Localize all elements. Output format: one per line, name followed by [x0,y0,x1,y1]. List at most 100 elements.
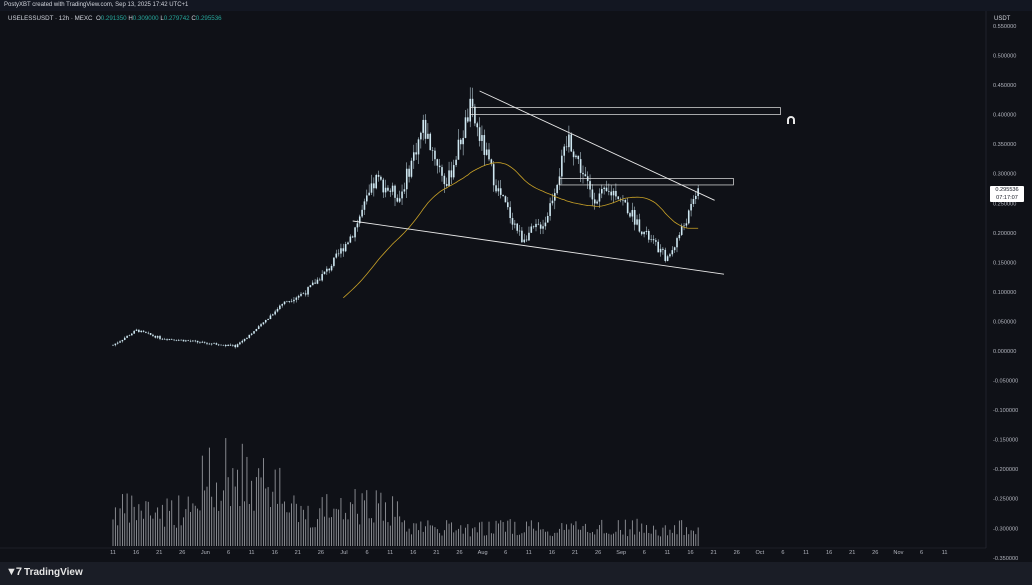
candle-body [403,189,406,192]
candle-body [241,340,244,343]
price-zone-box[interactable] [559,178,734,186]
candle-body [584,174,587,177]
candle-body [236,344,239,348]
volume-bar [267,487,269,546]
candle-body [257,326,260,329]
candle-body [145,331,147,333]
candle-body [657,241,659,253]
tradingview-brand[interactable]: ▼7 TradingView [6,566,83,578]
lower-trendline[interactable] [352,220,725,275]
volume-bar [396,501,398,546]
volume-bar [566,524,567,546]
volume-bar [122,494,123,546]
volume-bar [380,492,382,546]
volume-bar [164,526,166,546]
candle-body [185,340,187,342]
time-tick-label: 21 [295,550,301,556]
candle-body [189,340,192,342]
moving-average-line[interactable] [343,162,699,299]
volume-bar [443,530,445,546]
volume-bar [166,498,168,546]
price-zone-box[interactable] [469,107,781,115]
volume-bar [138,504,140,546]
volume-bar [690,530,692,546]
magnet-icon[interactable] [787,116,795,124]
volume-bar [587,531,589,546]
volume-bar [415,523,417,546]
time-tick-label: 16 [826,550,832,556]
time-tick-label: 26 [318,550,324,556]
candle-body [488,149,490,160]
candle-body [652,239,655,241]
candle-body [697,188,699,196]
candle-body [375,175,377,189]
volume-bar [683,534,685,546]
candle-body [347,242,349,245]
candle-body [213,343,215,344]
volume-bar [648,532,650,546]
volume-bar [244,501,245,546]
candle-body [509,207,511,219]
volume-bar [688,534,690,546]
candle-body [215,343,218,345]
horizontal-zones[interactable] [469,107,781,186]
candle-body [140,330,142,333]
candle-body [445,184,448,186]
candle-body [671,250,674,255]
price-tick-label: 0.300000 [993,172,1016,178]
price-tick-label: 0.400000 [993,113,1016,119]
candle-body [253,331,255,334]
candle-body [279,305,281,310]
volume-bar [599,525,600,546]
candle-body [683,225,685,227]
volume-bar [556,532,558,546]
time-tick-label: 16 [410,550,416,556]
volume-bar [617,520,619,546]
volume-bar [498,523,499,546]
candle-body [248,334,251,338]
candle-body [408,168,410,177]
volume-bar [439,533,441,546]
candle-body [551,200,554,204]
price-axis[interactable]: 0.550000 0.500000 0.450000 0.400000 0.350000… [993,24,1018,562]
candle-body [255,328,258,332]
volume-bar [241,443,243,546]
candle-body [687,210,690,224]
volume-bar [488,521,490,546]
time-axis[interactable]: 11 16 21 26 Jun 6 11 16 21 26 Jul 6 11 16 21 26 Aug 6 11 16… [110,550,947,556]
upper-trendline[interactable] [479,90,715,201]
candle-body [387,187,389,191]
candle-body [156,336,159,338]
volume-bar [584,523,586,546]
symbol-name[interactable]: USELESSUSDT · 12h · MEXC [8,15,93,22]
volume-bar [378,503,379,546]
volume-bar [352,504,354,546]
price-tick-label: 0.550000 [993,24,1016,30]
candle-body [436,159,439,166]
candle-body [511,218,514,225]
candle-body [443,175,446,185]
volume-bar [147,501,149,546]
candle-body [460,139,462,145]
volume-bar [469,536,471,546]
volume-bar [220,500,222,546]
volume-bar [225,438,227,546]
volume-bar [636,518,638,546]
candle-body [300,293,302,296]
candle-body [243,338,246,341]
candle-body [389,190,392,192]
volume-bar [255,477,257,546]
volume-bar [634,534,636,546]
volume-bar [671,532,673,546]
price-chart[interactable]: 0.550000 0.500000 0.450000 0.400000 0.350000… [0,0,1032,562]
volume-bar [676,534,678,546]
volume-bar [114,507,116,546]
volume-bar [554,532,556,546]
time-tick-label: 6 [781,550,784,556]
candle-body [591,189,594,200]
candle-body [450,170,453,178]
candle-body [311,282,314,286]
volume-bar [697,527,699,546]
volume-bar [413,523,415,546]
volume-bar [246,456,248,546]
